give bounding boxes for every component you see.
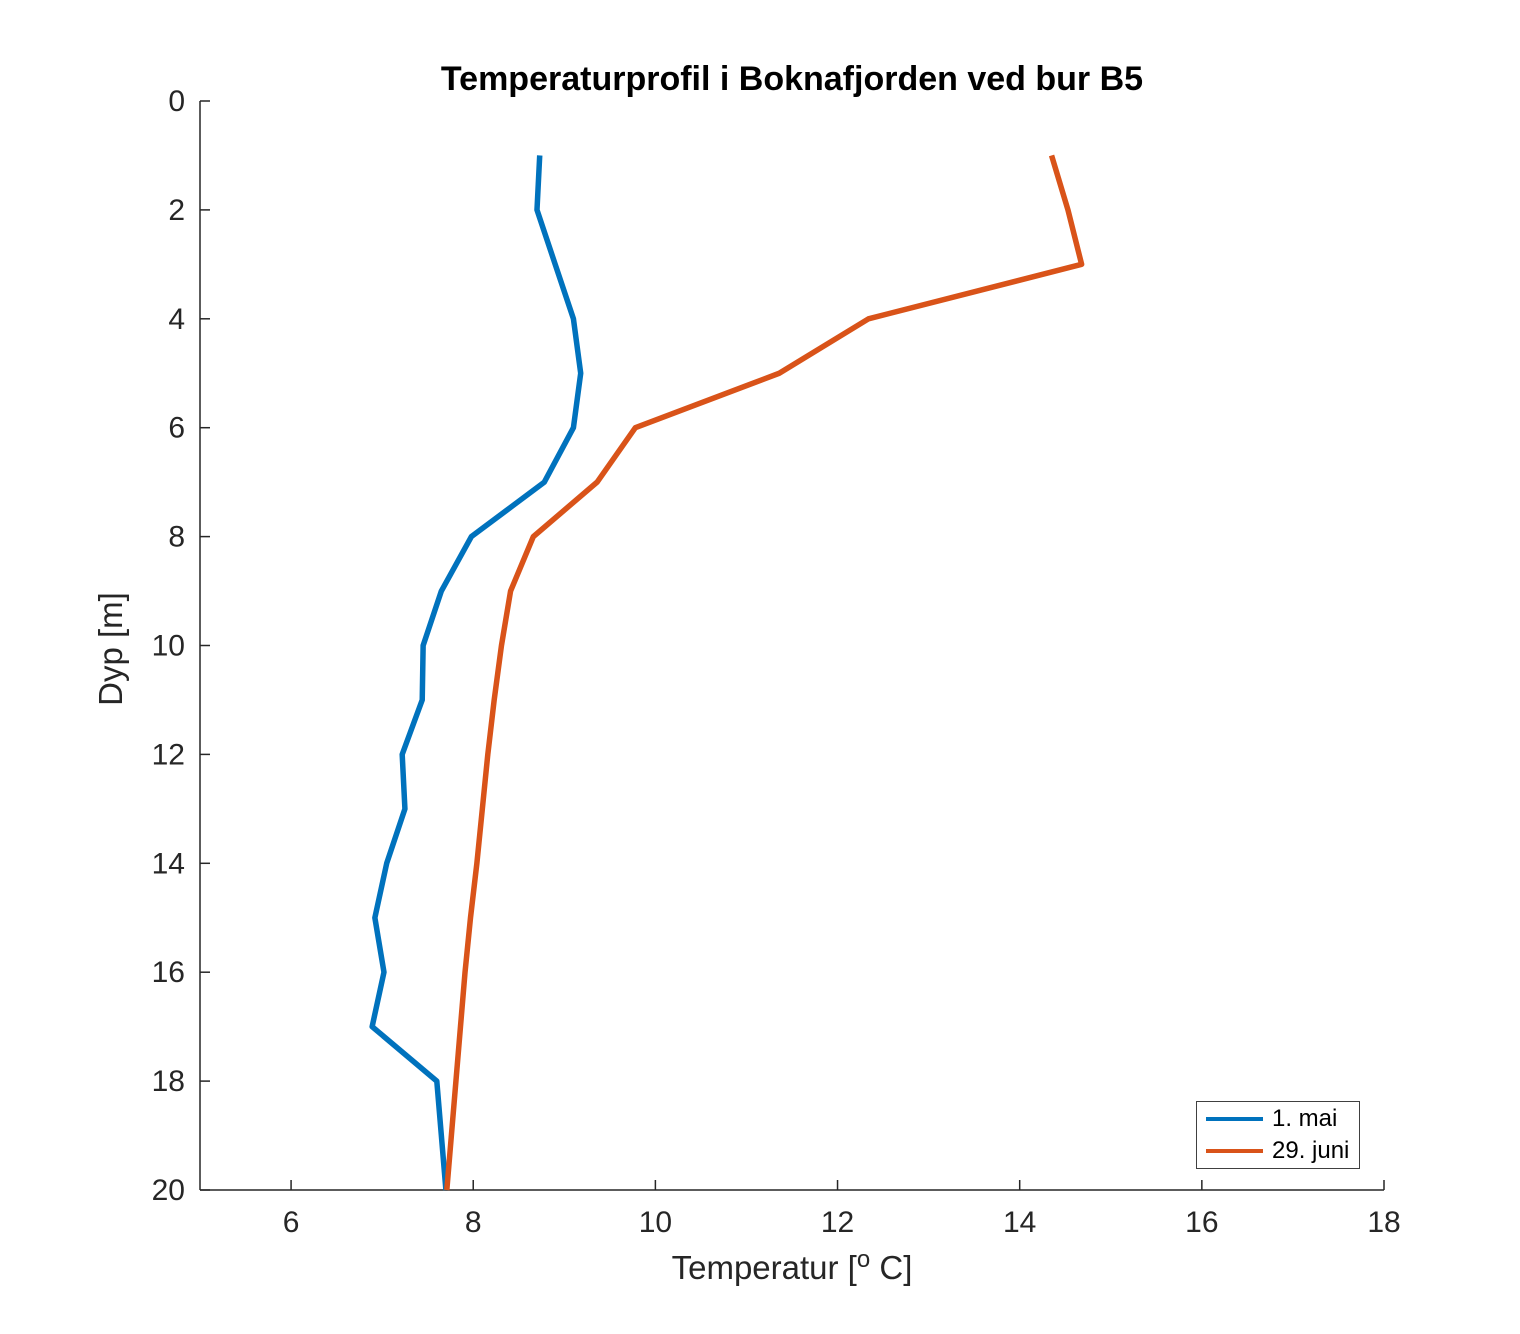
x-tick-label: 16 — [1185, 1206, 1218, 1239]
x-tick-label: 18 — [1367, 1206, 1400, 1239]
y-tick-label: 20 — [152, 1174, 185, 1207]
legend-label: 29. juni — [1272, 1137, 1350, 1164]
x-tick-label: 12 — [821, 1206, 854, 1239]
y-tick-label: 18 — [152, 1065, 185, 1098]
x-tick-label: 10 — [639, 1206, 672, 1239]
legend-label: 1. mai — [1272, 1105, 1338, 1132]
y-tick-label: 0 — [168, 85, 185, 118]
legend-line-sample-1-mai — [1206, 1117, 1263, 1121]
y-tick-label: 6 — [168, 412, 185, 445]
y-tick-label: 12 — [152, 738, 185, 771]
y-tick-label: 8 — [168, 521, 185, 554]
y-tick-label: 2 — [168, 194, 185, 227]
legend: 1. mai 29. juni — [1196, 1101, 1360, 1169]
y-tick-label: 10 — [152, 630, 185, 663]
x-tick-label: 6 — [283, 1206, 300, 1239]
series-line-1-mai — [369, 155, 584, 1191]
y-tick-label: 4 — [168, 303, 185, 336]
x-axis-label: Temperatur [o C] — [200, 1246, 1384, 1287]
series-line-29-juni — [444, 154, 1085, 1191]
chart-title: Temperaturprofil i Boknafjorden ved bur … — [440, 60, 1144, 98]
legend-line-sample-29-juni — [1206, 1149, 1263, 1153]
legend-item: 1. mai — [1206, 1107, 1359, 1131]
legend-item: 29. juni — [1206, 1139, 1359, 1163]
y-tick-label: 14 — [152, 847, 185, 880]
x-tick-label: 8 — [465, 1206, 482, 1239]
x-axis-label-superscript: o — [856, 1246, 871, 1273]
x-axis-label-suffix: C] — [870, 1249, 913, 1286]
x-axis-label-prefix: Temperatur [ — [671, 1249, 857, 1286]
x-tick-label: 14 — [1003, 1206, 1036, 1239]
y-tick-label: 16 — [152, 956, 185, 989]
